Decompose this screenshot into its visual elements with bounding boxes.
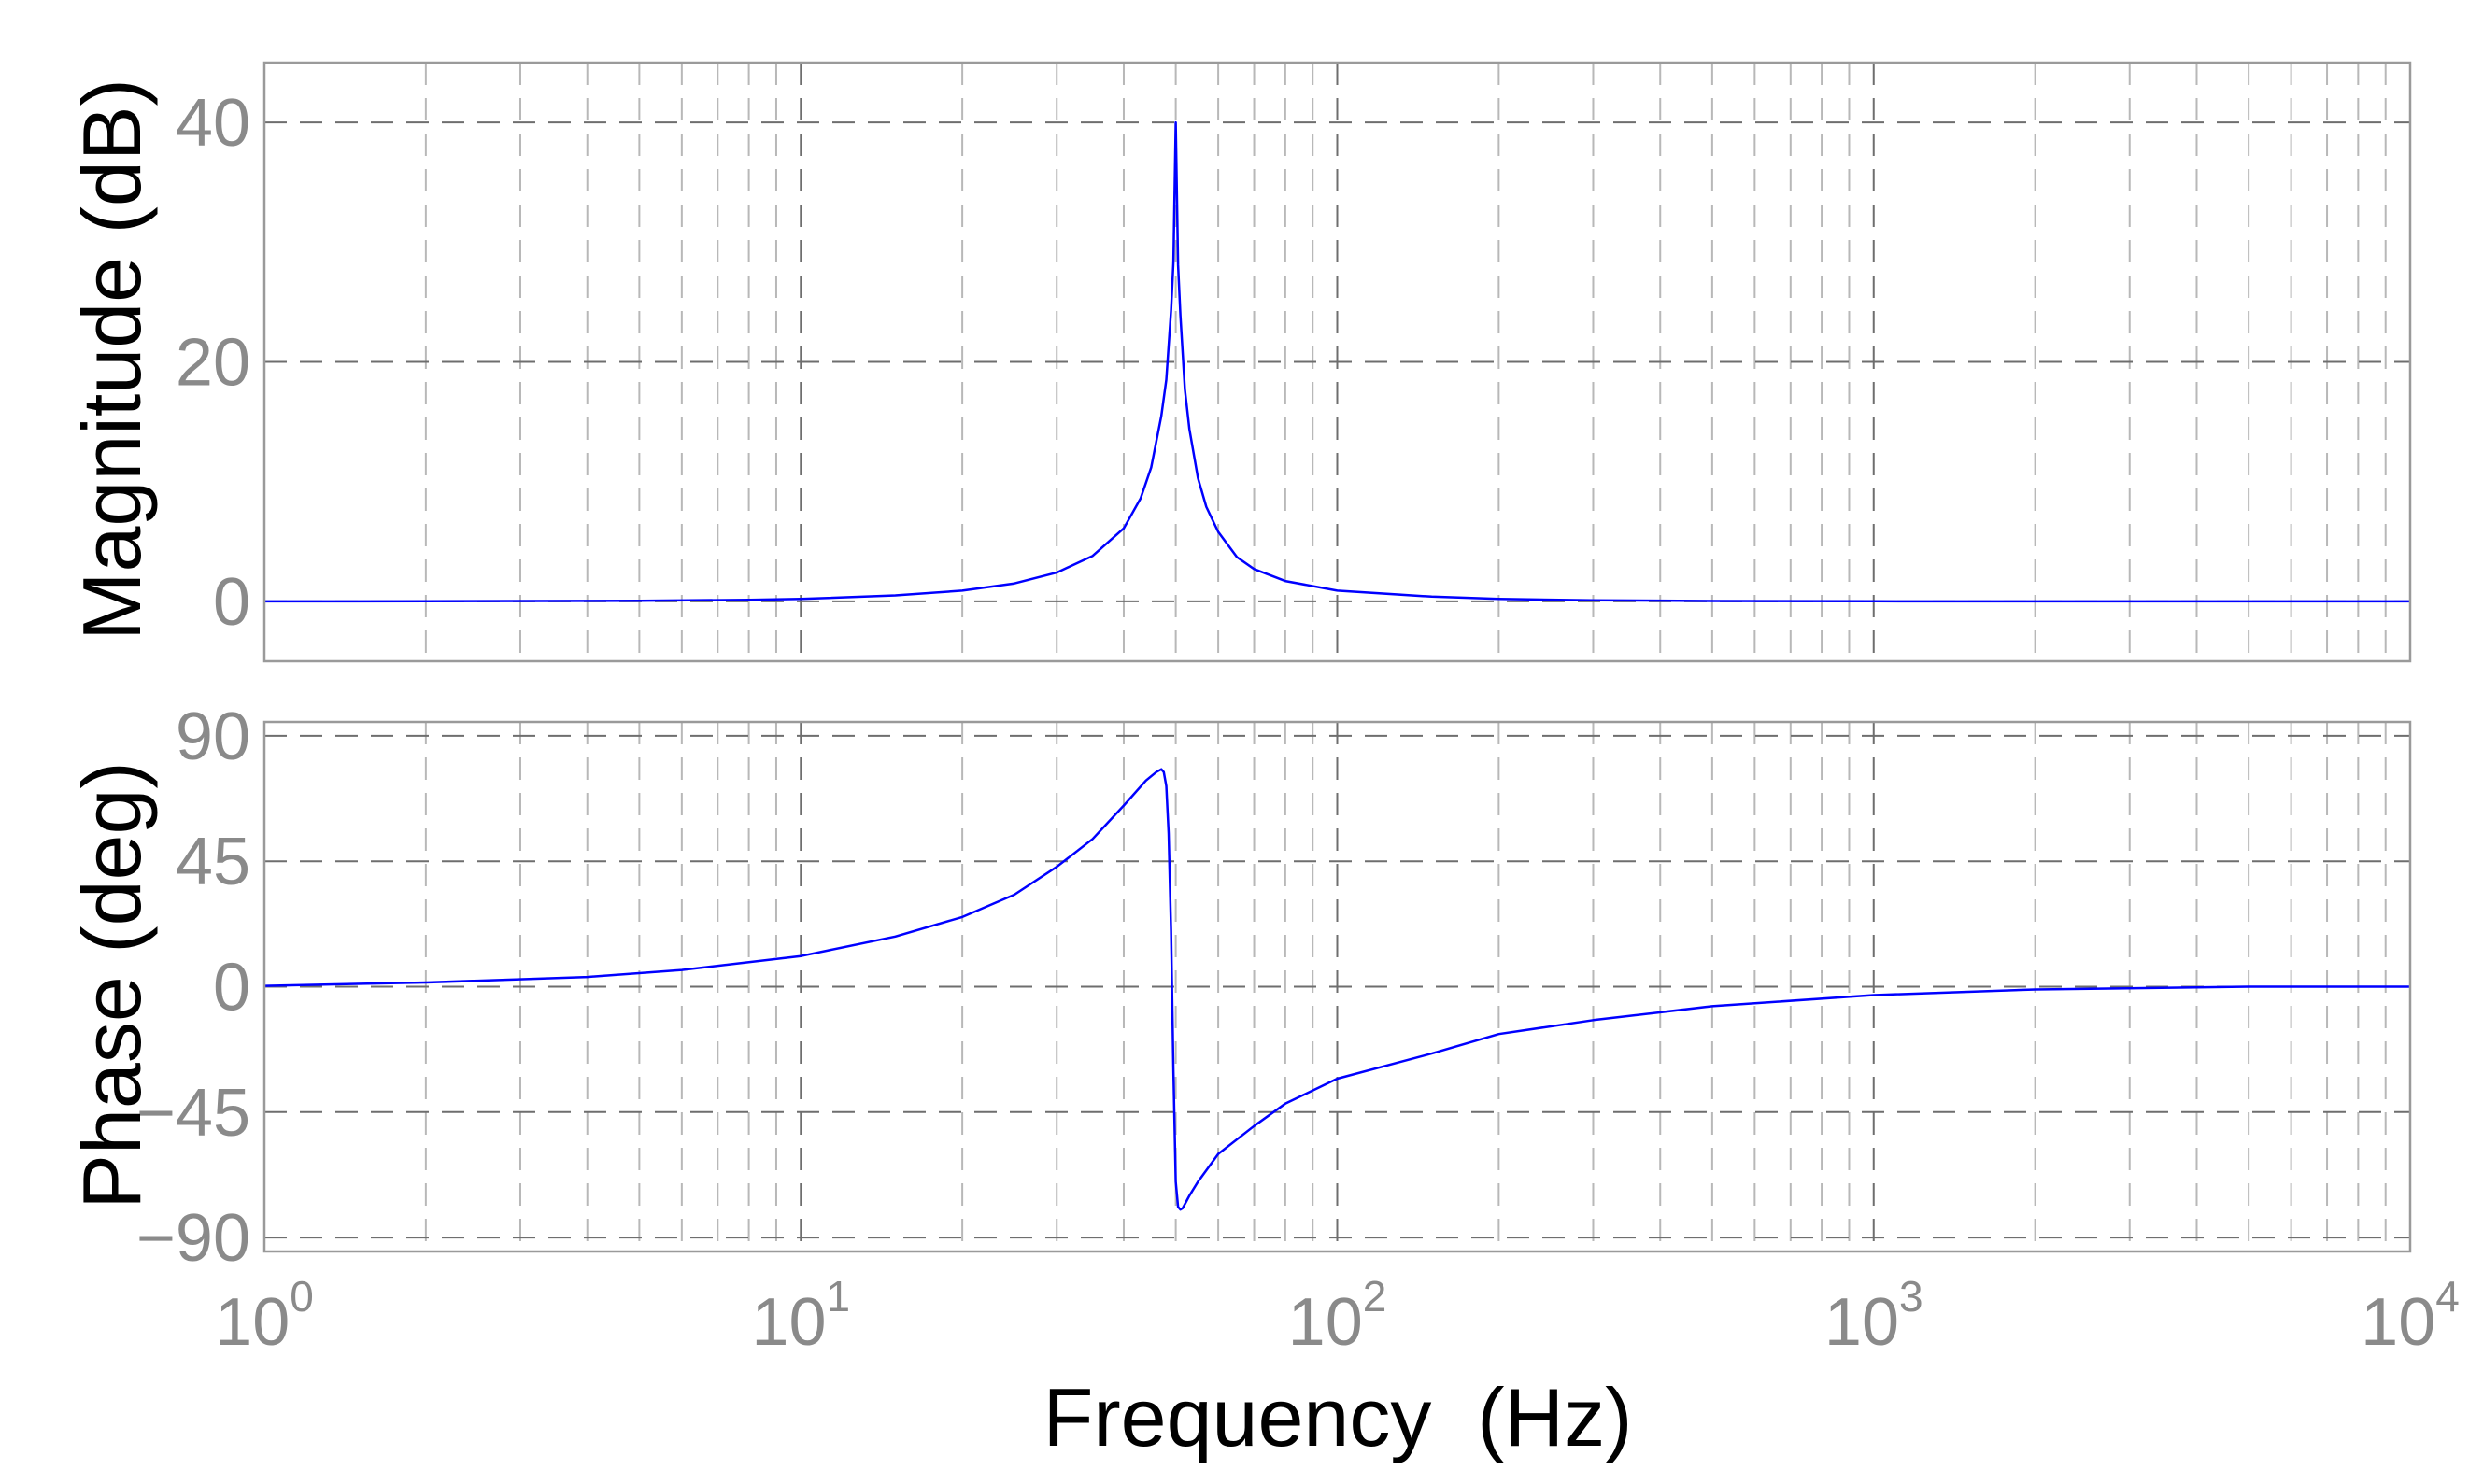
phase-plot-frame [262,720,2412,1253]
phase-y-tick-label: −90 [136,1201,250,1276]
x-tick-label: 104 [2361,1272,2460,1360]
magnitude-y-tick-labels: 0 20 40 [176,86,250,640]
magnitude-plot-frame [262,61,2412,663]
phase-y-tick-labels: −90 −45 0 45 90 [136,700,250,1276]
x-tick-label: 102 [1288,1272,1387,1360]
frequency-axis-label: Frequency (Hz) [1043,1371,1633,1463]
phase-panel: −90 −45 0 45 90 100 101 102 103 104 [136,700,2460,1360]
phase-curve-layer [263,768,2410,1211]
phase-series-line [263,768,2410,1211]
magnitude-curve-layer [263,120,2410,603]
phase-grid [264,722,2410,1251]
magnitude-panel: 0 20 40 [176,61,2412,663]
frequency-tick-labels: 100 101 102 103 104 [215,1272,2460,1360]
magnitude-series-line [263,120,2410,603]
phase-y-tick-label: −45 [136,1076,250,1151]
phase-y-tick-label: 0 [213,951,250,1025]
x-tick-label: 103 [1824,1272,1923,1360]
magnitude-y-tick-label: 0 [213,565,250,640]
magnitude-grid [264,63,2410,661]
phase-axis-label: Phase (deg) [65,761,158,1208]
x-tick-label: 100 [215,1272,314,1360]
magnitude-y-tick-label: 40 [176,86,250,161]
magnitude-axis-label: Magnitude (dB) [65,78,158,641]
phase-y-tick-label: 45 [176,825,250,899]
x-tick-label: 101 [751,1272,850,1360]
phase-y-tick-label: 90 [176,700,250,774]
magnitude-y-tick-label: 20 [176,326,250,401]
